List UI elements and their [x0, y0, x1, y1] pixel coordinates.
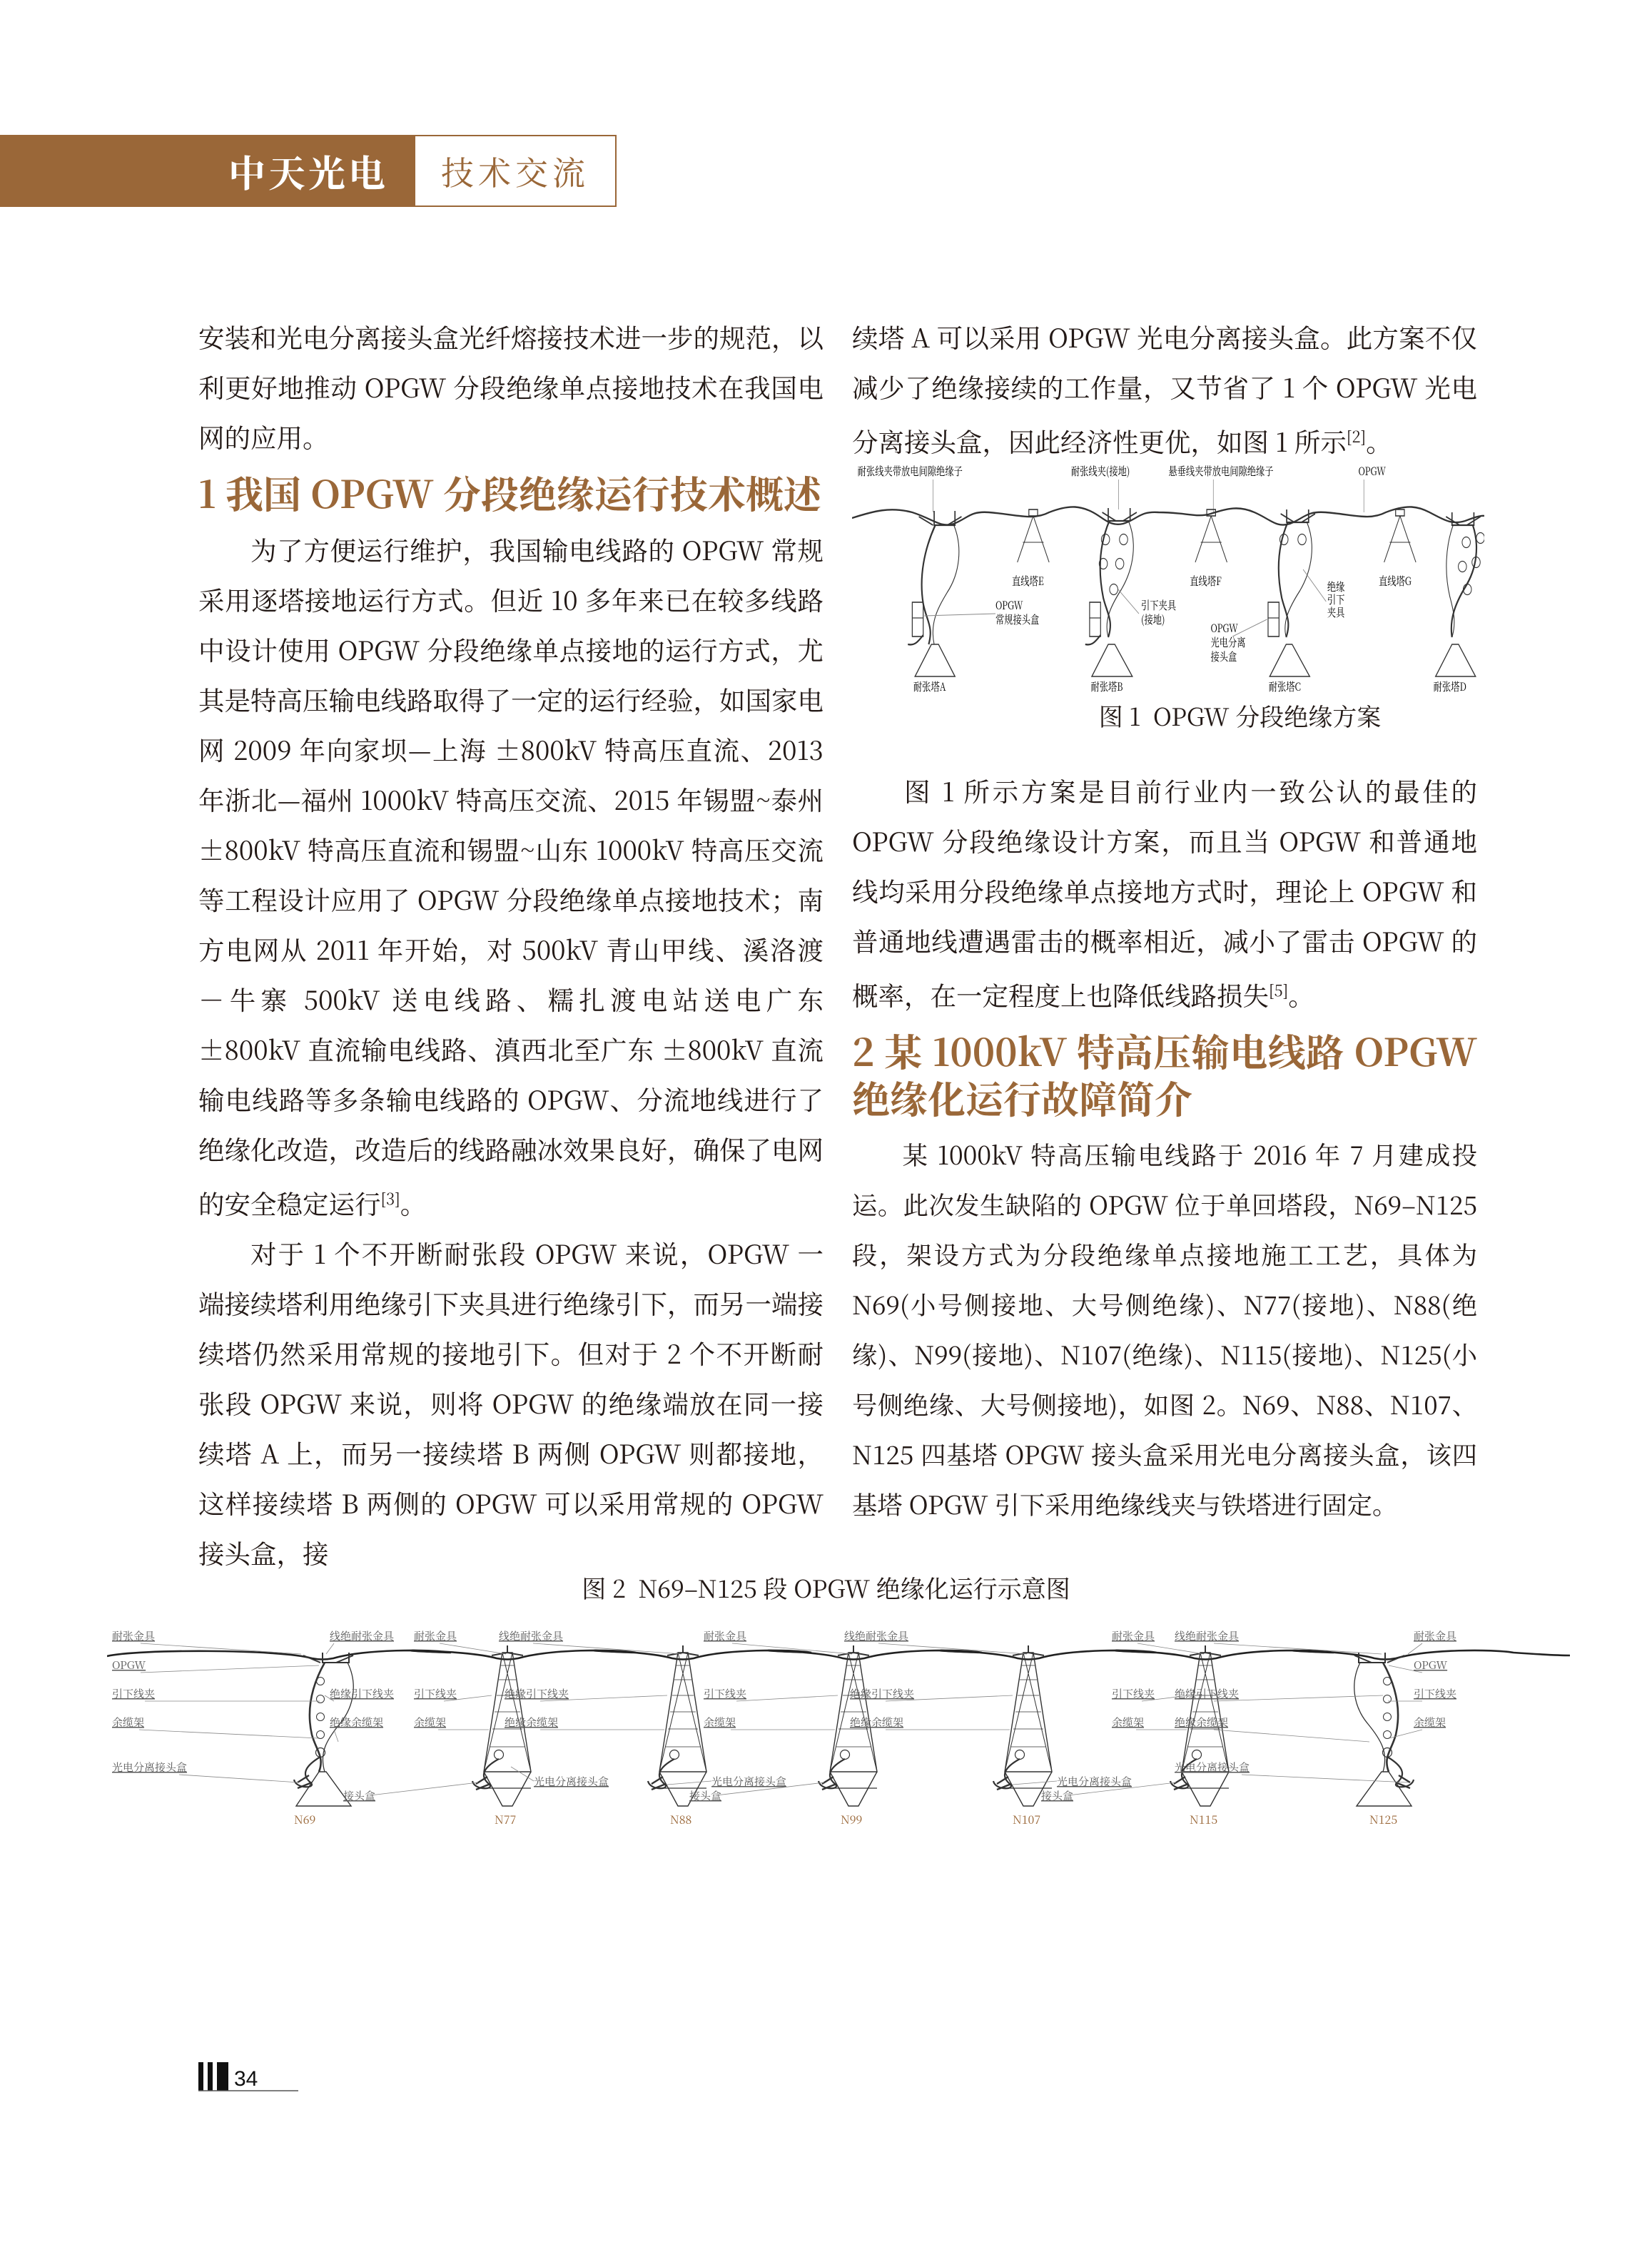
svg-text:N125: N125 [1369, 1811, 1397, 1827]
svg-text:绝缘引下线夹: 绝缘引下线夹 [850, 1686, 914, 1701]
svg-text:线绝耐张金具: 线绝耐张金具 [844, 1628, 909, 1643]
svg-text:绝缘余缆架: 绝缘余缆架 [330, 1715, 383, 1730]
svg-text:耐张金具: 耐张金具 [1414, 1628, 1457, 1643]
svg-text:线绝耐张金具: 线绝耐张金具 [330, 1628, 395, 1643]
svg-text:耐张金具: 耐张金具 [704, 1628, 747, 1643]
svg-text:余缆架: 余缆架 [704, 1715, 736, 1730]
svg-text:N107: N107 [1013, 1811, 1040, 1827]
svg-text:光电分离接头盒: 光电分离接头盒 [112, 1760, 187, 1775]
svg-text:耐张线夹(接地): 耐张线夹(接地) [1071, 463, 1130, 479]
svg-text:耐张塔B: 耐张塔B [1090, 679, 1123, 694]
svg-text:直线塔F: 直线塔F [1190, 573, 1222, 589]
svg-text:余缆架: 余缆架 [1414, 1715, 1446, 1730]
svg-text:余缆架: 余缆架 [414, 1715, 446, 1730]
svg-text:OPGW: OPGW [1359, 463, 1387, 479]
svg-text:悬垂线夹带放电间隙绝缘子: 悬垂线夹带放电间隙绝缘子 [1168, 463, 1273, 479]
svg-text:光电分离接头盒: 光电分离接头盒 [711, 1774, 786, 1789]
svg-text:直线塔E: 直线塔E [1012, 573, 1044, 589]
svg-text:耐张塔D: 耐张塔D [1434, 679, 1466, 694]
svg-text:绝缘余缆架: 绝缘余缆架 [1175, 1715, 1228, 1730]
svg-text:接头盒: 接头盒 [1041, 1788, 1073, 1803]
svg-text:光电分离接头盒: 光电分离接头盒 [534, 1774, 609, 1789]
svg-text:耐张金具: 耐张金具 [414, 1628, 457, 1643]
svg-text:夹具: 夹具 [1327, 604, 1345, 620]
svg-text:引下线夹: 引下线夹 [1414, 1686, 1456, 1701]
svg-text:引下线夹: 引下线夹 [704, 1686, 746, 1701]
svg-text:(接地): (接地) [1141, 612, 1165, 627]
svg-text:耐张塔C: 耐张塔C [1269, 679, 1301, 694]
svg-text:绝缘余缆架: 绝缘余缆架 [850, 1715, 903, 1730]
svg-text:常规接头盒: 常规接头盒 [995, 612, 1039, 627]
svg-text:接头盒: 接头盒 [343, 1788, 375, 1803]
svg-text:N69: N69 [294, 1811, 315, 1827]
svg-text:线绝耐张金具: 线绝耐张金具 [1175, 1628, 1240, 1643]
svg-text:引下线夹: 引下线夹 [414, 1686, 457, 1701]
svg-text:绝缘余缆架: 绝缘余缆架 [505, 1715, 558, 1730]
svg-text:N88: N88 [670, 1811, 691, 1827]
svg-text:N99: N99 [841, 1811, 862, 1827]
svg-text:耐张线夹带放电间隙绝缘子: 耐张线夹带放电间隙绝缘子 [858, 463, 963, 479]
svg-text:接头盒: 接头盒 [689, 1788, 721, 1803]
svg-text:耐张金具: 耐张金具 [1112, 1628, 1155, 1643]
svg-text:绝缘引下线夹: 绝缘引下线夹 [505, 1686, 569, 1701]
svg-text:余缆架: 余缆架 [1112, 1715, 1144, 1730]
svg-text:34: 34 [234, 2067, 258, 2091]
svg-text:耐张塔A: 耐张塔A [913, 679, 946, 694]
svg-text:光电分离接头盒: 光电分离接头盒 [1057, 1774, 1132, 1789]
svg-text:绝缘引下线夹: 绝缘引下线夹 [1175, 1686, 1239, 1701]
svg-text:OPGW: OPGW [112, 1658, 146, 1673]
svg-text:耐张金具: 耐张金具 [112, 1628, 156, 1643]
svg-text:接头盒: 接头盒 [1210, 649, 1237, 664]
svg-text:光电分离接头盒: 光电分离接头盒 [1175, 1760, 1250, 1775]
svg-text:引下线夹: 引下线夹 [112, 1686, 155, 1701]
svg-text:OPGW: OPGW [1414, 1658, 1447, 1673]
svg-text:引下线夹: 引下线夹 [1112, 1686, 1155, 1701]
svg-text:线绝耐张金具: 线绝耐张金具 [499, 1628, 564, 1643]
svg-text:余缆架: 余缆架 [112, 1715, 144, 1730]
svg-text:直线塔G: 直线塔G [1379, 573, 1412, 589]
svg-text:N115: N115 [1190, 1811, 1217, 1827]
svg-text:绝缘引下线夹: 绝缘引下线夹 [330, 1686, 394, 1701]
svg-text:N77: N77 [495, 1811, 516, 1827]
